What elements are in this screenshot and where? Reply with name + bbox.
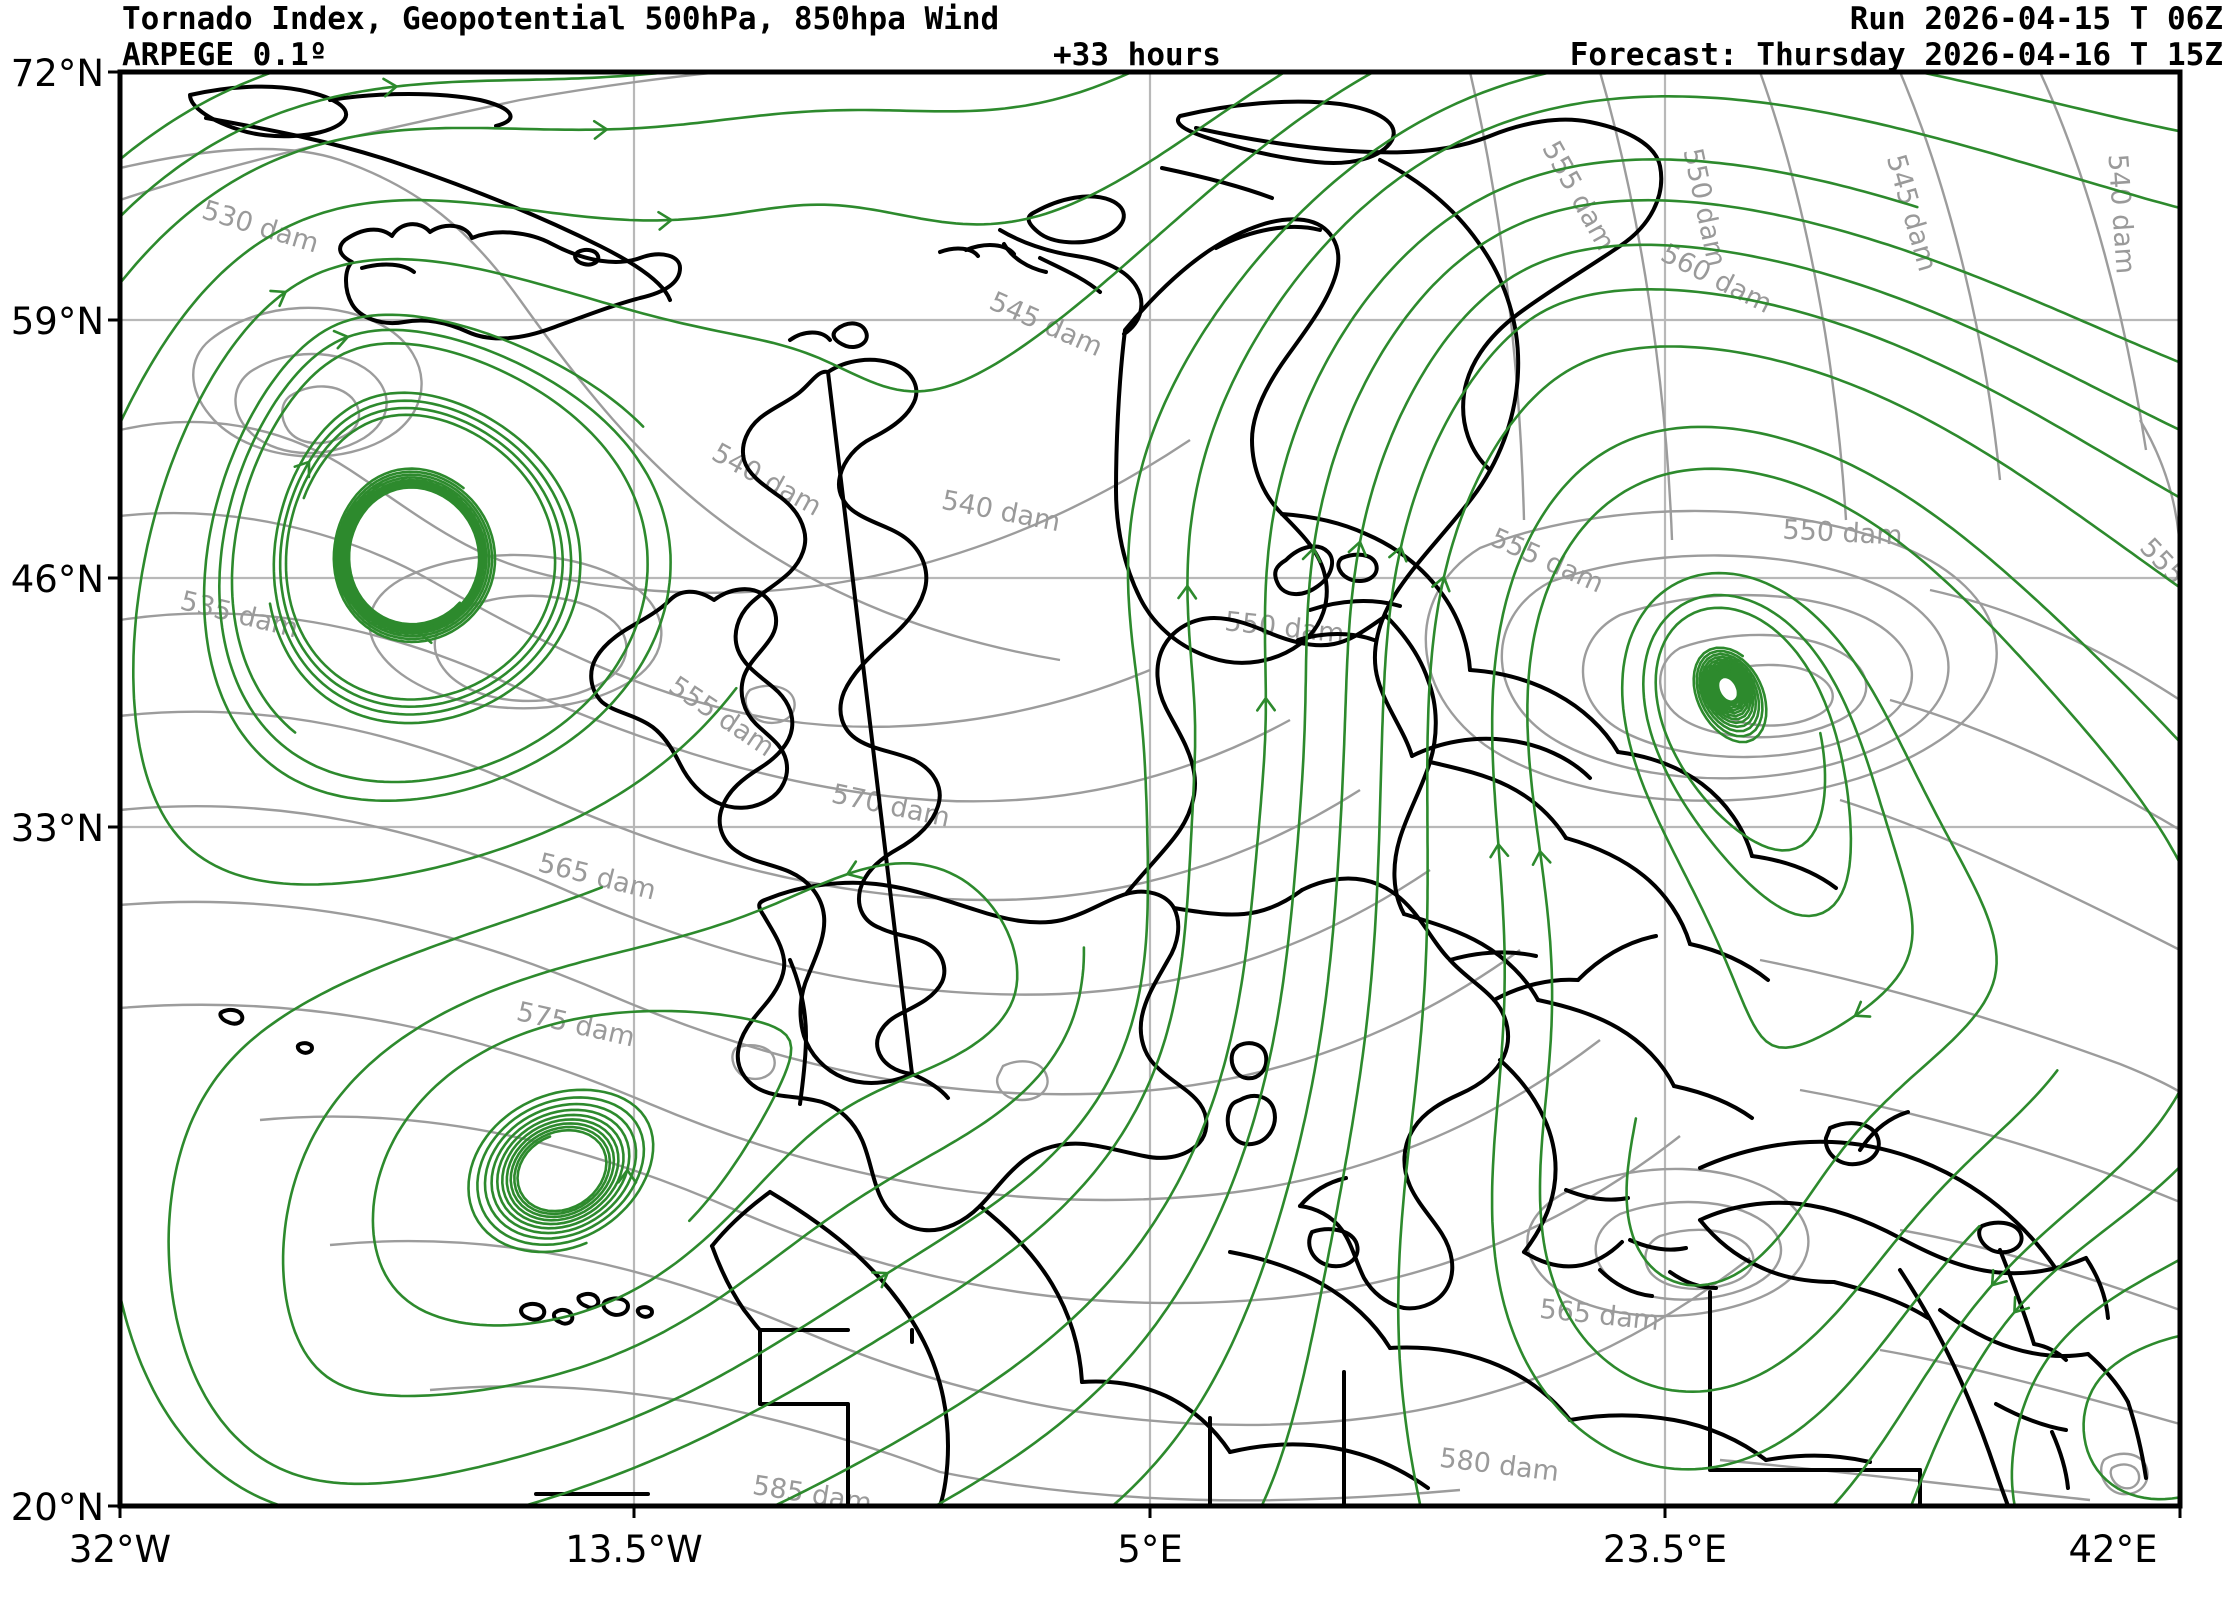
lon-tick-5e: 5°E xyxy=(1050,1528,1250,1571)
lon-tick-23p5e: 23.5°E xyxy=(1545,1528,1785,1571)
contour-label: 585 dam xyxy=(1903,1534,2026,1583)
lon-tick-13p5w: 13.5°W xyxy=(514,1528,754,1571)
lon-tick-42e: 42°E xyxy=(2013,1528,2213,1571)
lat-tick-20n: 20°N xyxy=(0,1486,104,1529)
lon-tick-32w: 32°W xyxy=(20,1528,220,1571)
lat-tick-72n: 72°N xyxy=(0,52,104,95)
lat-tick-59n: 59°N xyxy=(0,300,104,343)
lat-tick-46n: 46°N xyxy=(0,558,104,601)
forecast-map: 530 dam 535 dam 540 dam 545 dam 540 dam 550 d… xyxy=(0,0,2233,1604)
lat-tick-33n: 33°N xyxy=(0,807,104,850)
